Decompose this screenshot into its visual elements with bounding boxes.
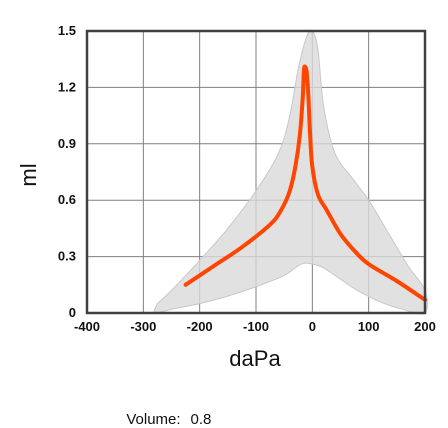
x-tick-label: 0: [309, 319, 316, 334]
x-tick-label: 100: [358, 319, 380, 334]
x-tick-label: -400: [74, 319, 100, 334]
x-axis-title: daPa: [229, 346, 281, 371]
normal-range-area: [153, 29, 428, 315]
x-tick-label: -200: [187, 319, 213, 334]
x-tick-label: 200: [414, 319, 436, 334]
y-tick-label: 1.5: [58, 23, 76, 38]
measured-curve: [183, 64, 427, 302]
plot-border: [85, 29, 427, 315]
y-axis-title: ml: [16, 163, 41, 186]
volume-label: Volume:: [126, 411, 181, 428]
x-tick-label: -300: [130, 319, 156, 334]
volume-readout: Volume: 0.8: [118, 394, 211, 428]
y-tick-label: 1.2: [58, 79, 76, 94]
x-tick-labels: -400 -300 -200 -100 0 100 200: [74, 319, 436, 334]
y-tick-label: 0.6: [58, 192, 76, 207]
volume-value: 0.8: [190, 411, 212, 428]
y-tick-label: 0.9: [58, 136, 76, 151]
y-tick-labels: 0 0.3 0.6 0.9 1.2 1.5: [58, 23, 76, 320]
compliance-curve-line: [183, 64, 427, 302]
y-tick-label: 0: [69, 305, 76, 320]
y-tick-label: 0.3: [58, 249, 76, 264]
plot-frame: [85, 29, 427, 315]
normal-range-band: [153, 29, 428, 315]
x-tick-label: -100: [243, 319, 269, 334]
